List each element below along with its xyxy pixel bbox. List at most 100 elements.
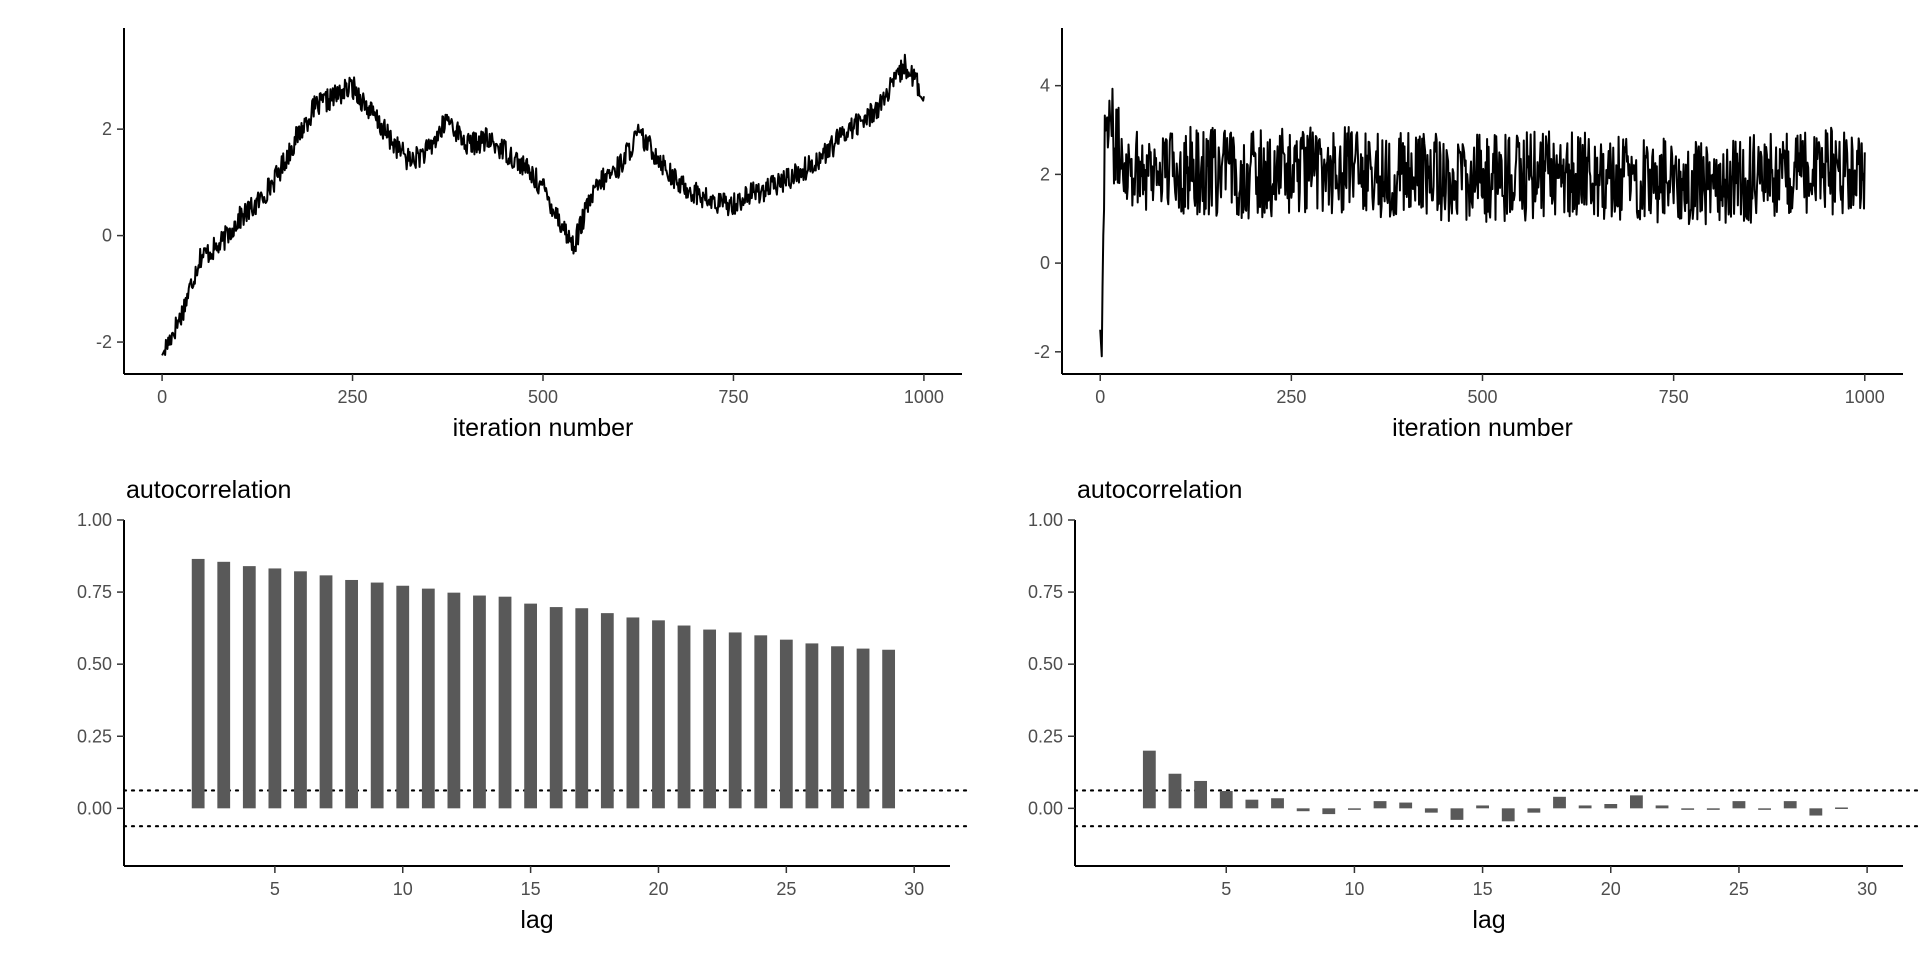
acf-bar: [1399, 802, 1413, 809]
acf-bar: [1271, 798, 1284, 809]
acf-bar: [1604, 804, 1618, 809]
acf-bar: [652, 620, 665, 809]
acf-bar: [882, 649, 896, 809]
x-tick-label: 0: [1095, 387, 1105, 407]
x-tick-label: 30: [904, 879, 924, 899]
acf-bar: [217, 561, 231, 809]
y-tick-label: 2: [102, 119, 112, 139]
x-tick-label: 10: [393, 879, 413, 899]
y-tick-label: 0.75: [77, 582, 112, 602]
acf-bar: [1758, 808, 1771, 810]
y-tick-label: 0.00: [1028, 798, 1063, 818]
acf-bar: [1578, 805, 1592, 809]
acf-bar: [319, 575, 333, 809]
acf-bar: [1296, 808, 1310, 812]
acf-bar: [1732, 801, 1746, 809]
trace-plot-left: 0 250 500 750 1000 -2 0 2 iteration number: [96, 28, 962, 442]
acf-bar: [1373, 801, 1387, 809]
y-tick-label: -2: [1034, 342, 1050, 362]
acf-bar: [191, 558, 205, 809]
y-tick-label: 0.25: [1028, 726, 1063, 746]
acf-bar: [447, 592, 461, 809]
acf-bar: [524, 603, 537, 809]
x-tick-label: 25: [776, 879, 796, 899]
acf-bar: [805, 643, 819, 809]
acf-bar: [600, 613, 614, 809]
acf-bar: [831, 646, 844, 809]
panel-title: autocorrelation: [1077, 476, 1242, 504]
x-tick-label: 750: [1659, 387, 1689, 407]
y-tick-label: 0: [102, 226, 112, 246]
acf-bar: [1783, 801, 1797, 809]
acf-bar: [1450, 808, 1464, 820]
x-tick-label: 500: [1467, 387, 1497, 407]
acf-bar: [728, 632, 742, 809]
x-tick-label: 5: [1221, 879, 1231, 899]
acf-bar: [1527, 808, 1541, 813]
acf-bar: [1501, 808, 1515, 822]
acf-bar: [856, 648, 870, 809]
acf-bar: [1681, 808, 1695, 810]
acf-bar: [575, 608, 589, 809]
acf-plot-right: 5 10 15 20 25 30 0.00 0.25 0.50 0.75 1.00 lag autoco…: [1028, 476, 1920, 934]
acf-bar: [421, 588, 435, 809]
x-tick-label: 1000: [904, 387, 944, 407]
acf-bar: [1322, 808, 1336, 815]
panel-title: autocorrelation: [126, 476, 291, 504]
x-tick-label: 15: [521, 879, 541, 899]
y-tick-label: 1.00: [1028, 510, 1063, 530]
acf-bar: [1835, 807, 1848, 809]
acf-plot-left: 5 10 15 20 25 30 0.00 0.25 0.50 0.75 1.00 lag autoco…: [77, 476, 972, 934]
acf-bar: [677, 625, 691, 809]
acf-bar: [779, 639, 793, 809]
y-tick-label: -2: [96, 332, 112, 352]
x-tick-label: 25: [1729, 879, 1749, 899]
acf-bar: [1655, 805, 1669, 809]
acf-bar: [294, 571, 307, 809]
x-tick-label: 5: [270, 879, 280, 899]
x-tick-label: 750: [718, 387, 748, 407]
acf-bar: [549, 607, 563, 809]
trace-series-line: [161, 53, 925, 357]
acf-bar: [1809, 808, 1823, 816]
acf-bar: [754, 635, 768, 809]
x-axis-title: lag: [520, 906, 553, 934]
x-tick-label: 20: [1601, 879, 1621, 899]
y-tick-label: 2: [1040, 164, 1050, 184]
acf-bar: [1194, 780, 1208, 809]
acf-bar: [1424, 808, 1438, 813]
y-tick-label: 0.50: [77, 654, 112, 674]
acf-bar: [473, 595, 486, 809]
x-axis-title: lag: [1472, 906, 1505, 934]
x-tick-label: 0: [157, 387, 167, 407]
acf-bar: [1348, 808, 1361, 810]
x-tick-label: 1000: [1845, 387, 1885, 407]
acf-bar: [1706, 808, 1720, 810]
x-axis-title: iteration number: [453, 414, 634, 442]
trace-plot-right: 0 250 500 750 1000 -2 0 2 4 iteration number: [1034, 28, 1903, 442]
x-tick-label: 250: [338, 387, 368, 407]
x-axis-title: iteration number: [1392, 414, 1573, 442]
acf-bar: [626, 617, 640, 809]
acf-bar: [498, 596, 512, 809]
x-tick-label: 250: [1276, 387, 1306, 407]
x-tick-label: 15: [1473, 879, 1493, 899]
acf-bar: [1142, 750, 1156, 809]
acf-bar: [370, 582, 384, 809]
y-tick-label: 0: [1040, 253, 1050, 273]
acf-bar: [396, 585, 410, 809]
acf-bar: [1245, 799, 1259, 809]
x-tick-label: 500: [528, 387, 558, 407]
acf-bar: [242, 566, 256, 809]
y-tick-label: 4: [1040, 76, 1050, 96]
x-tick-label: 30: [1857, 879, 1877, 899]
y-tick-label: 0.25: [77, 726, 112, 746]
acf-bar: [1168, 773, 1182, 809]
y-tick-label: 0.00: [77, 798, 112, 818]
y-tick-label: 0.50: [1028, 654, 1063, 674]
acf-bar: [703, 629, 717, 809]
acf-bar: [1219, 791, 1233, 809]
x-tick-label: 20: [648, 879, 668, 899]
x-tick-label: 10: [1344, 879, 1364, 899]
